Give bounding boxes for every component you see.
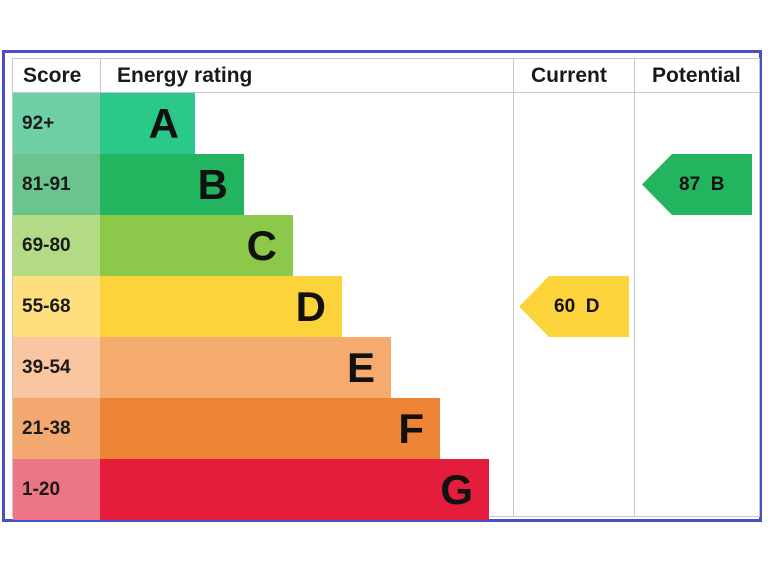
- band-letter-e: E: [346, 344, 375, 391]
- band-bar-f: F: [100, 398, 440, 459]
- score-range-g: 1-20: [13, 459, 100, 520]
- score-range-c: 69-80: [13, 215, 100, 276]
- header-score: Score: [23, 64, 82, 87]
- potential-arrow-shape: [642, 154, 752, 215]
- header-energy-rating: Energy rating: [117, 64, 253, 87]
- score-range-e: 39-54: [13, 337, 100, 398]
- band-letter-b: B: [197, 161, 228, 208]
- potential-rating-label: 87 B: [679, 174, 725, 195]
- band-letter-g: G: [440, 466, 473, 513]
- header-divider: [13, 92, 759, 93]
- potential-rating-indicator: 87 B: [642, 154, 752, 215]
- epc-table: Score Energy rating Current Potential 92…: [12, 58, 760, 520]
- current-rating-indicator: 60 D: [519, 276, 629, 337]
- band-bar-b: B: [100, 154, 244, 215]
- band-bar-c: C: [100, 215, 293, 276]
- header-current: Current: [531, 64, 607, 87]
- band-letter-a: A: [148, 100, 179, 147]
- band-bar-e: E: [100, 337, 391, 398]
- header-potential: Potential: [652, 64, 741, 87]
- current-column-divider: [513, 59, 514, 516]
- epc-chart-frame: Score Energy rating Current Potential 92…: [2, 50, 762, 522]
- score-range-a: 92+: [13, 93, 100, 154]
- score-range-d: 55-68: [13, 276, 100, 337]
- band-letter-c: C: [246, 222, 277, 269]
- current-arrow-shape: [519, 276, 629, 337]
- band-bar-a: A: [100, 93, 195, 154]
- band-bar-d: D: [100, 276, 342, 337]
- score-column-divider: [100, 59, 101, 92]
- band-letter-d: D: [295, 283, 326, 330]
- band-letter-f: F: [398, 405, 424, 452]
- score-range-b: 81-91: [13, 154, 100, 215]
- potential-column-divider: [634, 59, 635, 516]
- score-range-f: 21-38: [13, 398, 100, 459]
- band-bar-g: G: [100, 459, 489, 520]
- current-rating-label: 60 D: [554, 296, 600, 317]
